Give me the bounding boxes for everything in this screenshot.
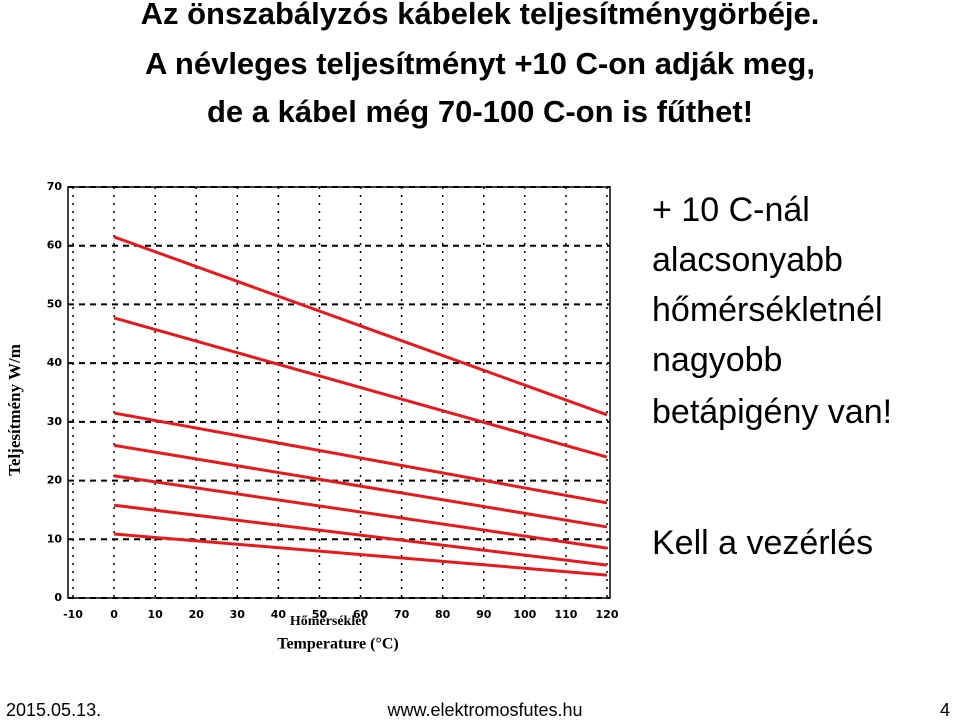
x-tick-label: 30 xyxy=(230,608,246,621)
y-tick-label: 60 xyxy=(47,239,63,252)
side-text: + 10 C-nál xyxy=(652,191,810,229)
x-tick-label: 90 xyxy=(476,608,492,621)
x-tick-label: 40 xyxy=(271,608,287,621)
title-line: A névleges teljesítményt +10 C-on adják … xyxy=(145,46,815,81)
title-line: Az önszabályzós kábelek teljesítménygörb… xyxy=(141,0,820,31)
x-tick-label: 50 xyxy=(312,608,328,621)
data-line xyxy=(113,532,608,577)
side-text: nagyobb xyxy=(652,341,782,379)
x-tick-label: 110 xyxy=(554,608,577,621)
data-line xyxy=(113,443,608,529)
footer-url: www.elektromosfutes.hu xyxy=(386,700,582,720)
x-tick-label: 20 xyxy=(189,608,205,621)
y-axis-label: Teljesítmény W/m xyxy=(5,344,24,476)
side-text: alacsonyabb xyxy=(652,241,843,279)
x-axis-label: Hőmérséklet xyxy=(290,614,367,629)
data-line xyxy=(113,503,608,567)
y-tick-label: 70 xyxy=(47,180,63,193)
title-line: de a kábel még 70-100 C-on is fűthet! xyxy=(207,94,753,129)
x-tick-label: -10 xyxy=(63,608,83,621)
x-axis-label: Temperature (°C) xyxy=(277,636,398,653)
y-tick-label: 30 xyxy=(47,415,63,428)
side-text: betápigény van! xyxy=(652,393,892,431)
data-line xyxy=(113,411,608,505)
x-tick-label: 80 xyxy=(435,608,451,621)
plot-frame xyxy=(67,186,611,599)
data-line xyxy=(113,316,608,459)
side-text: hőmérsékletnél xyxy=(652,291,883,329)
x-tick-label: 60 xyxy=(353,608,369,621)
x-tick-label: 100 xyxy=(513,608,536,621)
y-tick-label: 0 xyxy=(54,591,62,604)
y-tick-label: 20 xyxy=(47,474,63,487)
footer-date: 2015.05.13. xyxy=(6,700,101,720)
data-line xyxy=(113,235,608,417)
y-tick-label: 10 xyxy=(47,532,63,545)
x-tick-label: 10 xyxy=(147,608,163,621)
x-tick-label: 70 xyxy=(394,608,410,621)
footer-page: 4 xyxy=(940,700,950,720)
x-tick-label: 120 xyxy=(596,608,619,621)
y-tick-label: 40 xyxy=(47,356,63,369)
y-tick-label: 50 xyxy=(47,297,63,310)
data-line xyxy=(113,474,608,550)
note: Kell a vezérlés xyxy=(652,524,873,562)
x-tick-label: 0 xyxy=(110,608,118,621)
